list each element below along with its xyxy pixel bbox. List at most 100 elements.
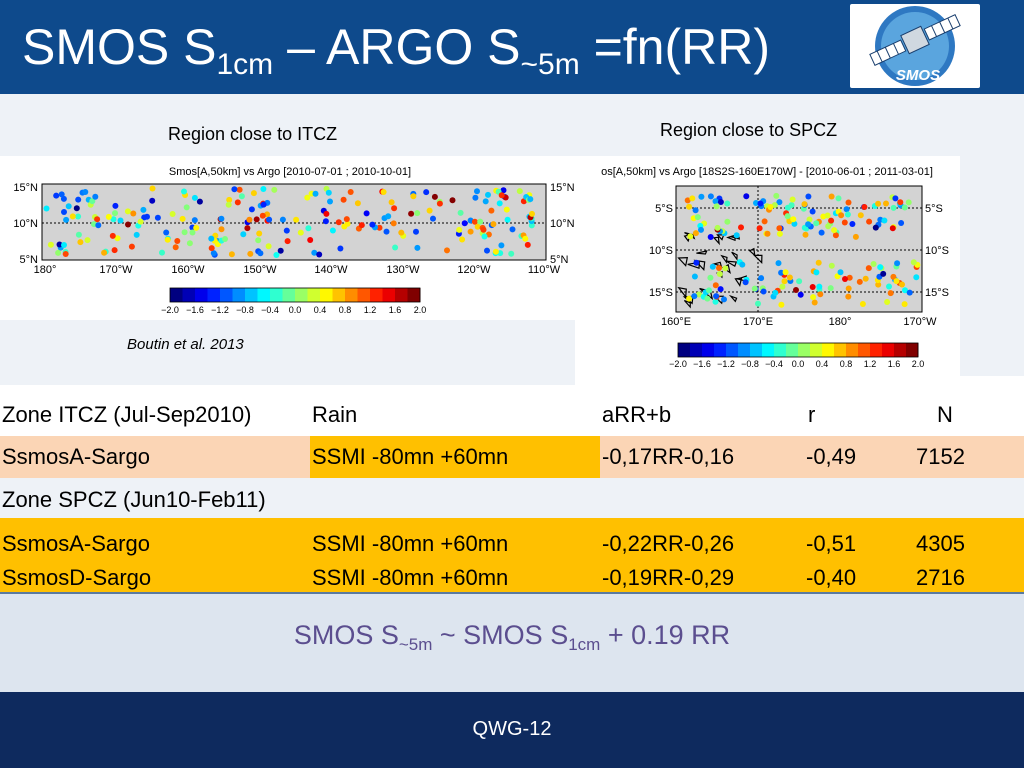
data-point (186, 240, 193, 247)
data-point (325, 189, 332, 196)
data-point (845, 285, 852, 292)
spcz-lat-label-right: 15°S (925, 287, 949, 299)
spcz-data-points (684, 192, 921, 308)
data-point (767, 204, 774, 210)
data-point (457, 209, 464, 216)
data-point (712, 198, 719, 205)
data-point (329, 227, 336, 234)
data-point (773, 192, 780, 199)
data-point (509, 226, 516, 233)
data-point (496, 200, 503, 207)
data-point (831, 227, 838, 234)
colorbar-segment (245, 288, 258, 302)
data-point (426, 207, 433, 214)
data-point (226, 196, 233, 203)
itcz-lon-label: 130°W (386, 264, 420, 276)
data-point (474, 223, 481, 230)
data-point (893, 278, 900, 285)
data-point (55, 249, 62, 256)
header-formula: aRR+b (602, 402, 672, 427)
data-point (246, 216, 253, 223)
data-point (905, 199, 912, 206)
colorbar-outline (169, 287, 421, 303)
itcz-cbar-tick: −2.0 (161, 305, 179, 315)
data-point (47, 241, 54, 248)
data-point (482, 198, 489, 205)
table-cell: -0,40 (806, 565, 857, 590)
data-point (75, 196, 82, 203)
colorbar-segment (207, 288, 221, 302)
itcz-lon-label: 110°W (528, 264, 561, 276)
data-point (137, 218, 144, 225)
data-point (335, 219, 342, 226)
data-point (255, 237, 262, 244)
colorbar-segment (345, 288, 358, 302)
data-point (253, 216, 260, 223)
data-point (228, 251, 235, 258)
data-point (782, 269, 789, 276)
data-point (849, 221, 856, 227)
spcz-cbar-tick: 0.0 (792, 359, 805, 369)
data-point (724, 218, 731, 225)
data-point (756, 225, 763, 232)
footer-label: QWG-12 (472, 718, 552, 740)
data-point (130, 210, 137, 217)
data-point (844, 211, 851, 218)
data-point (742, 279, 749, 286)
itcz-cbar-tick: 2.0 (414, 305, 427, 315)
table-cell: SsmosA-Sargo (2, 444, 150, 469)
data-point (391, 205, 398, 212)
data-point (694, 214, 701, 221)
spcz-lon-label: 180° (829, 316, 852, 328)
data-point (461, 220, 468, 227)
data-point (789, 196, 796, 203)
data-point (492, 248, 499, 255)
data-point (164, 236, 171, 243)
data-point (811, 299, 818, 306)
data-point (347, 189, 354, 195)
table-cell: -0,51 (806, 531, 857, 556)
data-point (875, 281, 882, 288)
spcz-cbar-tick: 1.2 (864, 359, 877, 369)
data-point (503, 206, 510, 213)
data-point (713, 293, 720, 300)
data-point (467, 228, 474, 235)
reference-band (0, 320, 575, 385)
itcz-lat-label: 5°N (20, 254, 39, 266)
island-outline (683, 299, 691, 309)
itcz-cbar-tick: −1.2 (211, 305, 229, 315)
data-point (784, 213, 791, 220)
header-rain: Rain (312, 402, 358, 427)
island-outline (726, 234, 736, 242)
data-point (431, 193, 438, 200)
data-point (743, 193, 750, 200)
data-point (880, 270, 887, 277)
data-point (222, 236, 228, 242)
data-point (62, 251, 69, 257)
data-point (845, 293, 852, 300)
data-point (114, 235, 121, 242)
data-point (498, 242, 505, 249)
itcz-cbar-tick: 0.4 (314, 305, 327, 315)
colorbar-segment (320, 288, 333, 302)
data-point (827, 285, 834, 292)
data-point (813, 269, 820, 276)
colorbar-segment (822, 343, 835, 357)
data-point (472, 194, 479, 201)
smos-logo: SMOS (850, 4, 980, 88)
data-point (828, 262, 835, 269)
data-point (189, 229, 196, 236)
data-point (698, 226, 704, 233)
data-point (174, 238, 181, 244)
data-point (722, 265, 729, 272)
data-point (110, 216, 117, 223)
data-point (902, 287, 908, 294)
data-point (733, 232, 740, 239)
data-point (459, 236, 466, 243)
data-point (528, 222, 535, 229)
data-point (341, 223, 348, 230)
table-row: SsmosA-Sargo SSMI -80mn +60mn -0,17RR-0,… (0, 436, 1024, 478)
data-point (257, 250, 264, 257)
spcz-lat-label-right: 5°S (925, 203, 943, 215)
data-point (828, 193, 835, 200)
